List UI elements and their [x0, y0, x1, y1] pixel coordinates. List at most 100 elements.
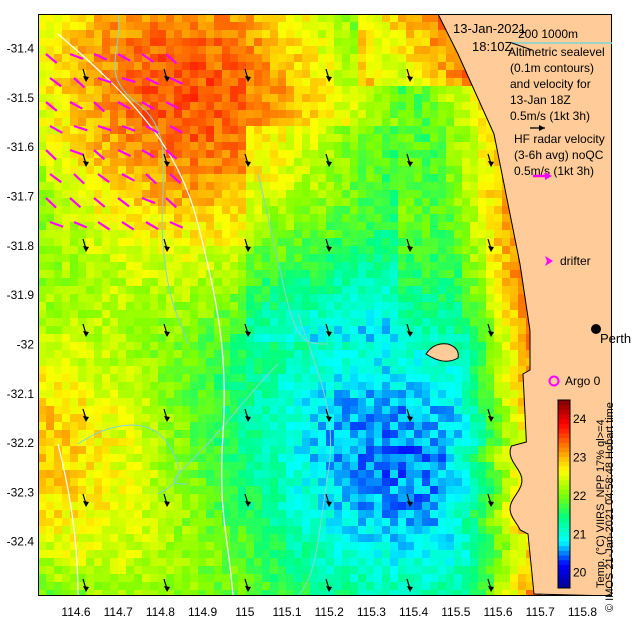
sst-cell	[254, 534, 262, 542]
sst-cell	[230, 134, 238, 142]
sst-cell	[318, 102, 326, 110]
sst-cell	[326, 350, 334, 358]
sst-cell	[350, 318, 358, 326]
sst-cell	[246, 374, 254, 382]
sst-cell	[110, 198, 118, 206]
sst-cell	[470, 470, 478, 478]
sst-cell	[358, 558, 366, 566]
sst-cell	[326, 126, 334, 134]
sst-cell	[150, 190, 158, 198]
sst-cell	[38, 366, 46, 374]
sst-cell	[190, 302, 198, 310]
sst-cell	[158, 350, 166, 358]
sst-cell	[94, 374, 102, 382]
sst-cell	[182, 142, 190, 150]
sst-cell	[38, 534, 46, 542]
sst-cell	[318, 230, 326, 238]
sst-cell	[182, 94, 190, 102]
sst-cell	[398, 214, 406, 222]
sst-cell	[350, 182, 358, 190]
sst-cell	[350, 46, 358, 54]
hf-velocity-arrow	[69, 52, 84, 60]
sst-cell	[342, 366, 350, 374]
sst-cell	[358, 22, 366, 30]
sst-cell	[78, 382, 86, 390]
sst-cell	[70, 518, 78, 526]
sst-cell	[350, 374, 358, 382]
sst-cell	[118, 398, 126, 406]
sst-cell	[222, 158, 230, 166]
sst-cell	[230, 550, 238, 558]
sst-cell	[286, 198, 294, 206]
sst-cell	[398, 278, 406, 286]
sst-cell	[454, 358, 462, 366]
sst-cell	[486, 270, 494, 278]
sst-cell	[518, 374, 526, 382]
sst-cell	[502, 342, 510, 350]
sst-cell	[270, 454, 278, 462]
sst-cell	[174, 350, 182, 358]
sst-cell	[262, 78, 270, 86]
sst-cell	[326, 142, 334, 150]
sst-cell	[86, 30, 94, 38]
sst-cell	[358, 190, 366, 198]
sst-cell	[222, 582, 230, 590]
sst-cell	[430, 422, 438, 430]
sst-cell	[158, 102, 166, 110]
sst-cell	[382, 110, 390, 118]
sst-cell	[86, 414, 94, 422]
sst-cell	[390, 390, 398, 398]
sst-cell	[494, 278, 502, 286]
sst-cell	[190, 390, 198, 398]
sst-cell	[182, 174, 190, 182]
sst-cell	[334, 214, 342, 222]
sst-cell	[118, 134, 126, 142]
sst-cell	[478, 590, 486, 596]
sst-cell	[382, 94, 390, 102]
sst-cell	[502, 198, 510, 206]
sst-cell	[86, 502, 94, 510]
sst-cell	[278, 558, 286, 566]
sst-cell	[190, 430, 198, 438]
sst-cell	[54, 502, 62, 510]
sst-cell	[430, 22, 438, 30]
sst-cell	[502, 318, 510, 326]
sst-cell	[342, 70, 350, 78]
sst-cell	[278, 270, 286, 278]
sst-cell	[446, 190, 454, 198]
sst-cell	[294, 102, 302, 110]
sst-cell	[326, 134, 334, 142]
sst-cell	[94, 30, 102, 38]
sst-cell	[518, 566, 526, 574]
sst-cell	[150, 430, 158, 438]
sst-cell	[302, 294, 310, 302]
sst-cell	[398, 494, 406, 502]
sst-cell	[302, 110, 310, 118]
sst-cell	[270, 222, 278, 230]
sst-cell	[222, 22, 230, 30]
sst-cell	[118, 414, 126, 422]
sst-cell	[86, 470, 94, 478]
sst-cell	[94, 246, 102, 254]
sst-cell	[446, 310, 454, 318]
sst-cell	[414, 70, 422, 78]
sst-cell	[470, 414, 478, 422]
sst-cell	[286, 150, 294, 158]
sst-cell	[110, 54, 118, 62]
sst-cell	[182, 366, 190, 374]
sst-cell	[102, 422, 110, 430]
sst-cell	[286, 14, 294, 22]
sst-cell	[254, 438, 262, 446]
sst-cell	[286, 342, 294, 350]
sst-cell	[246, 30, 254, 38]
sst-cell	[446, 238, 454, 246]
hf-velocity-arrow	[49, 125, 63, 134]
sst-cell	[174, 62, 182, 70]
sst-cell	[518, 430, 526, 438]
sst-cell	[414, 390, 422, 398]
sst-cell	[382, 574, 390, 582]
sst-cell	[238, 302, 246, 310]
sst-cell	[382, 262, 390, 270]
sst-cell	[214, 438, 222, 446]
sst-cell	[270, 166, 278, 174]
